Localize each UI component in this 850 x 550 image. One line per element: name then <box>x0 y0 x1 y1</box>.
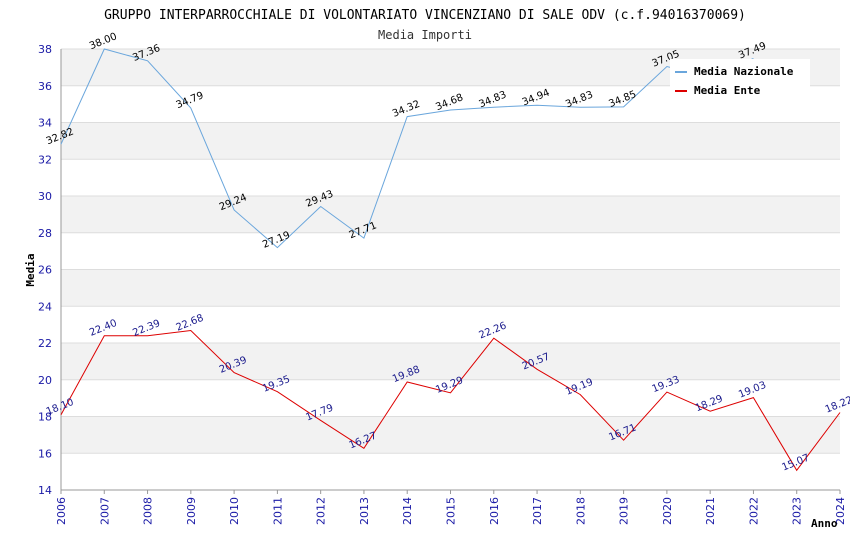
legend-label-media-nazionale: Media Nazionale <box>694 65 794 78</box>
x-tick-label: 2019 <box>618 497 631 525</box>
x-tick-label: 2007 <box>98 497 111 525</box>
y-tick-label: 16 <box>38 447 52 460</box>
plot-band <box>61 196 840 233</box>
x-tick-label: 2008 <box>142 497 155 525</box>
x-tick-label: 2015 <box>445 497 458 525</box>
y-tick-label: 18 <box>38 411 52 424</box>
x-tick-label: 2017 <box>531 497 544 525</box>
y-tick-label: 20 <box>38 374 52 387</box>
chart-subtitle: Media Importi <box>378 28 472 42</box>
y-tick-label: 26 <box>38 264 52 277</box>
y-tick-label: 32 <box>38 153 52 166</box>
y-tick-label: 28 <box>38 227 52 240</box>
x-tick-label: 2010 <box>228 497 241 525</box>
x-tick-label: 2022 <box>747 497 760 525</box>
series-line-media-nazionale <box>60 48 754 249</box>
legend: Media Nazionale Media Ente <box>670 59 810 101</box>
y-tick-label: 36 <box>38 80 52 93</box>
plot-band <box>61 232 840 270</box>
x-tick-label: 2021 <box>704 497 717 525</box>
y-tick-label: 34 <box>38 117 52 130</box>
series-line-media-ente <box>60 329 841 472</box>
plot-band <box>61 343 840 380</box>
y-tick-label: 30 <box>38 190 52 203</box>
plot-band <box>61 416 840 454</box>
y-tick-label: 14 <box>38 484 52 497</box>
x-tick-label: 2013 <box>358 497 371 525</box>
y-tick-label: 22 <box>38 337 52 350</box>
x-tick-label: 2006 <box>55 497 68 525</box>
y-axis-label: Media <box>24 253 37 286</box>
legend-label-media-ente: Media Ente <box>694 84 761 97</box>
y-tick-label: 38 <box>38 43 52 56</box>
x-tick-label: 2018 <box>574 497 587 525</box>
plot-band <box>61 122 840 160</box>
x-tick-label: 2009 <box>185 497 198 525</box>
plot-band <box>61 269 840 307</box>
x-tick-label: 2016 <box>488 497 501 525</box>
plot-background-bands <box>61 49 840 490</box>
x-tick-label: 2014 <box>401 497 414 525</box>
x-axis-ticks: 2006 2007 2008 2009 2010 2011 2012 2013 2014 2015… <box>55 490 847 525</box>
x-tick-label: 2024 <box>834 497 847 525</box>
y-axis-ticks: 14 16 18 20 22 24 26 28 30 32 34 36 38 <box>38 43 52 497</box>
x-axis-label: Anno <box>811 517 838 530</box>
x-tick-label: 2012 <box>315 497 328 525</box>
x-tick-label: 2011 <box>271 497 284 525</box>
chart-title: GRUPPO INTERPARROCCHIALE DI VOLONTARIATO… <box>104 8 746 23</box>
plot-band <box>61 453 840 490</box>
plot-band <box>61 306 840 343</box>
y-tick-label: 24 <box>38 300 52 313</box>
plot-band <box>61 159 840 196</box>
plot-band <box>61 379 840 417</box>
x-tick-label: 2020 <box>661 497 674 525</box>
series-lines <box>60 48 841 472</box>
legend-box <box>670 59 810 101</box>
x-tick-label: 2023 <box>791 497 804 525</box>
